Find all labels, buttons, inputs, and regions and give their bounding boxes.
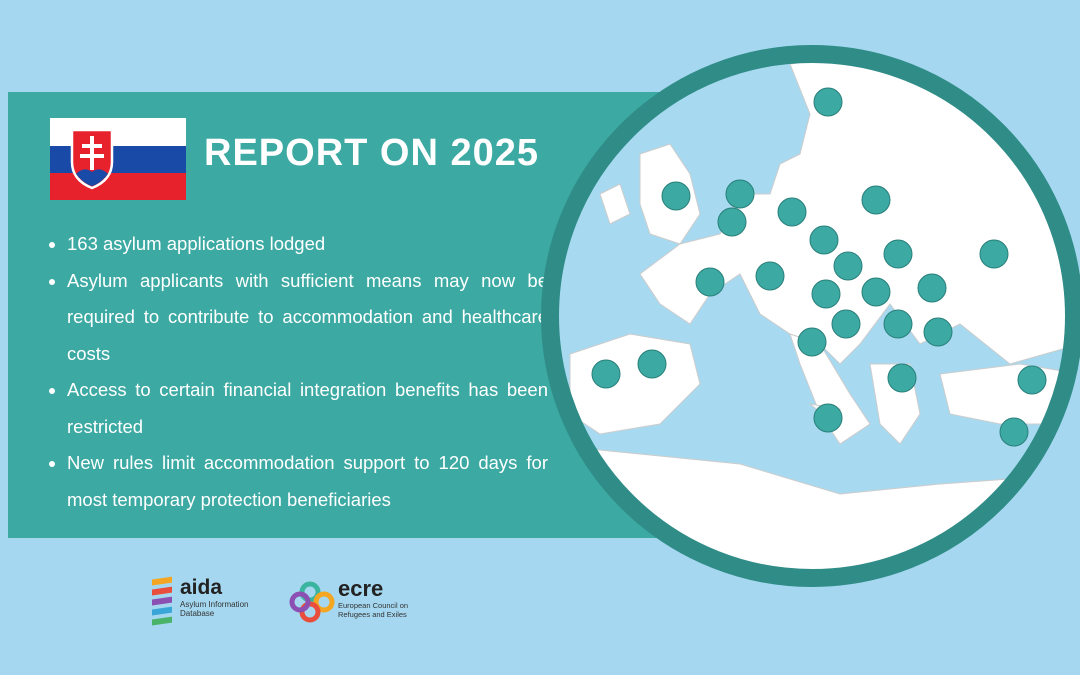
europe-map — [541, 45, 1080, 587]
aida-name: aida — [180, 576, 222, 599]
aida-logo: aida Asylum Information Database — [152, 576, 249, 626]
report-title: REPORT ON 2025 — [204, 132, 539, 174]
ecre-logo: ecre European Council on Refugees and Ex… — [289, 576, 409, 623]
flag-pins — [591, 87, 1047, 447]
aida-subtitle: Asylum Information Database — [180, 600, 249, 618]
bullet-list: 163 asylum applications lodged Asylum ap… — [40, 226, 548, 518]
ecre-subtitle: European Council on Refugees and Exiles — [338, 601, 409, 619]
slovakia-flag — [50, 118, 186, 200]
ecre-name: ecre — [338, 576, 383, 601]
logos: aida Asylum Information Database ecre Eu… — [152, 576, 409, 626]
bullet: Access to certain financial integration … — [67, 372, 548, 445]
bullet: Asylum applicants with sufficient means … — [67, 263, 548, 373]
bullet: 163 asylum applications lodged — [67, 226, 548, 263]
bullet: New rules limit accommodation support to… — [67, 445, 548, 518]
